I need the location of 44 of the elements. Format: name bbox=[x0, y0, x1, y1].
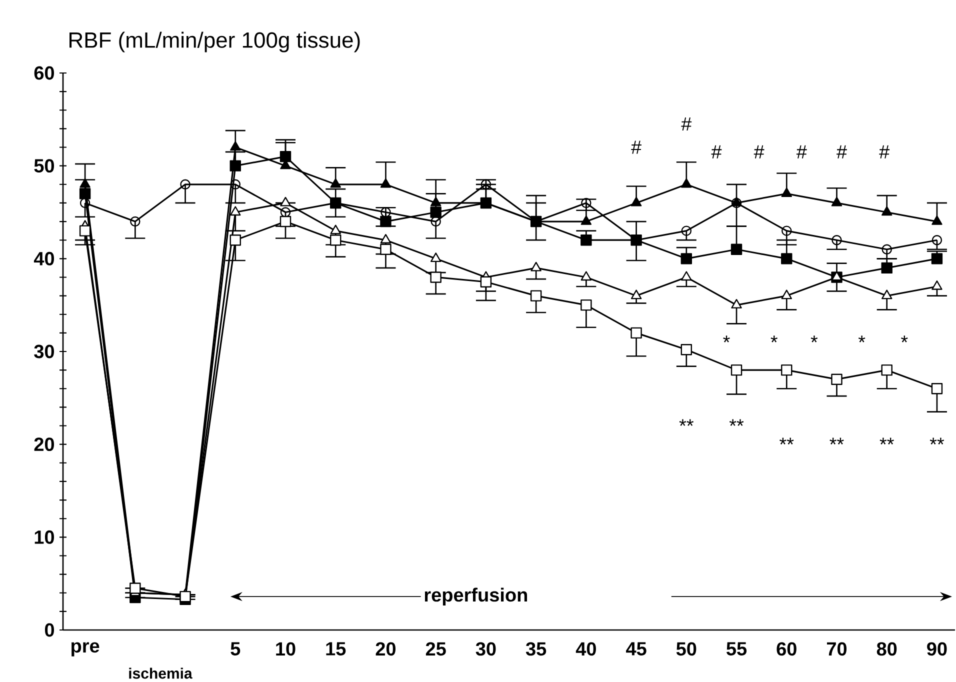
annotation: ** bbox=[780, 438, 794, 444]
x-tick-label: 10 bbox=[276, 642, 296, 656]
x-tick-label: 15 bbox=[326, 642, 346, 656]
annotation: # bbox=[631, 140, 642, 154]
annotation: reperfusion bbox=[424, 588, 528, 606]
annotation: # bbox=[836, 145, 847, 158]
y-tick-label: 10 bbox=[34, 530, 54, 544]
x-tick-label: 45 bbox=[626, 642, 646, 656]
x-tick-label: 35 bbox=[526, 642, 546, 656]
annotation: # bbox=[754, 145, 764, 158]
x-tick-label: 60 bbox=[776, 642, 796, 656]
x-tick-label: 20 bbox=[376, 642, 396, 656]
x-tick-label: 55 bbox=[726, 642, 747, 656]
x-tick-label: 30 bbox=[476, 642, 496, 656]
x-tick-label: 90 bbox=[927, 642, 947, 656]
y-axis-title: RBF (mL/min/per 100g tissue) bbox=[70, 32, 360, 52]
y-tick-label: 60 bbox=[34, 66, 54, 80]
annotation: # bbox=[711, 145, 722, 158]
x-tick-label: 50 bbox=[676, 642, 696, 656]
y-tick-label: 30 bbox=[34, 344, 54, 358]
annotation: # bbox=[796, 145, 807, 158]
annotation: * bbox=[858, 336, 866, 342]
annotation: * bbox=[901, 336, 908, 342]
annotation: ** bbox=[930, 438, 944, 444]
x-tick-label: pre bbox=[72, 642, 100, 656]
x-tick-label: 80 bbox=[876, 642, 897, 656]
annotation: # bbox=[681, 118, 692, 131]
annotation: ** bbox=[830, 438, 844, 444]
x-tick-label: 25 bbox=[426, 642, 446, 656]
y-tick-label: 20 bbox=[34, 438, 54, 452]
annotation: # bbox=[879, 145, 890, 158]
y-tick-label: 50 bbox=[34, 159, 54, 173]
x-tick-label: 70 bbox=[826, 642, 847, 656]
annotation: * bbox=[770, 336, 778, 342]
annotation: * bbox=[723, 336, 730, 342]
x-tick-label: 5 bbox=[230, 642, 240, 656]
x-tick-label: 40 bbox=[576, 642, 596, 656]
annotation: * bbox=[810, 336, 818, 342]
annotation: ** bbox=[880, 438, 894, 444]
annotation: ** bbox=[679, 419, 694, 426]
text: ischemia bbox=[129, 668, 192, 679]
y-tick-label: 0 bbox=[44, 623, 54, 637]
y-tick-label: 40 bbox=[34, 252, 54, 266]
annotation: ** bbox=[729, 419, 744, 426]
